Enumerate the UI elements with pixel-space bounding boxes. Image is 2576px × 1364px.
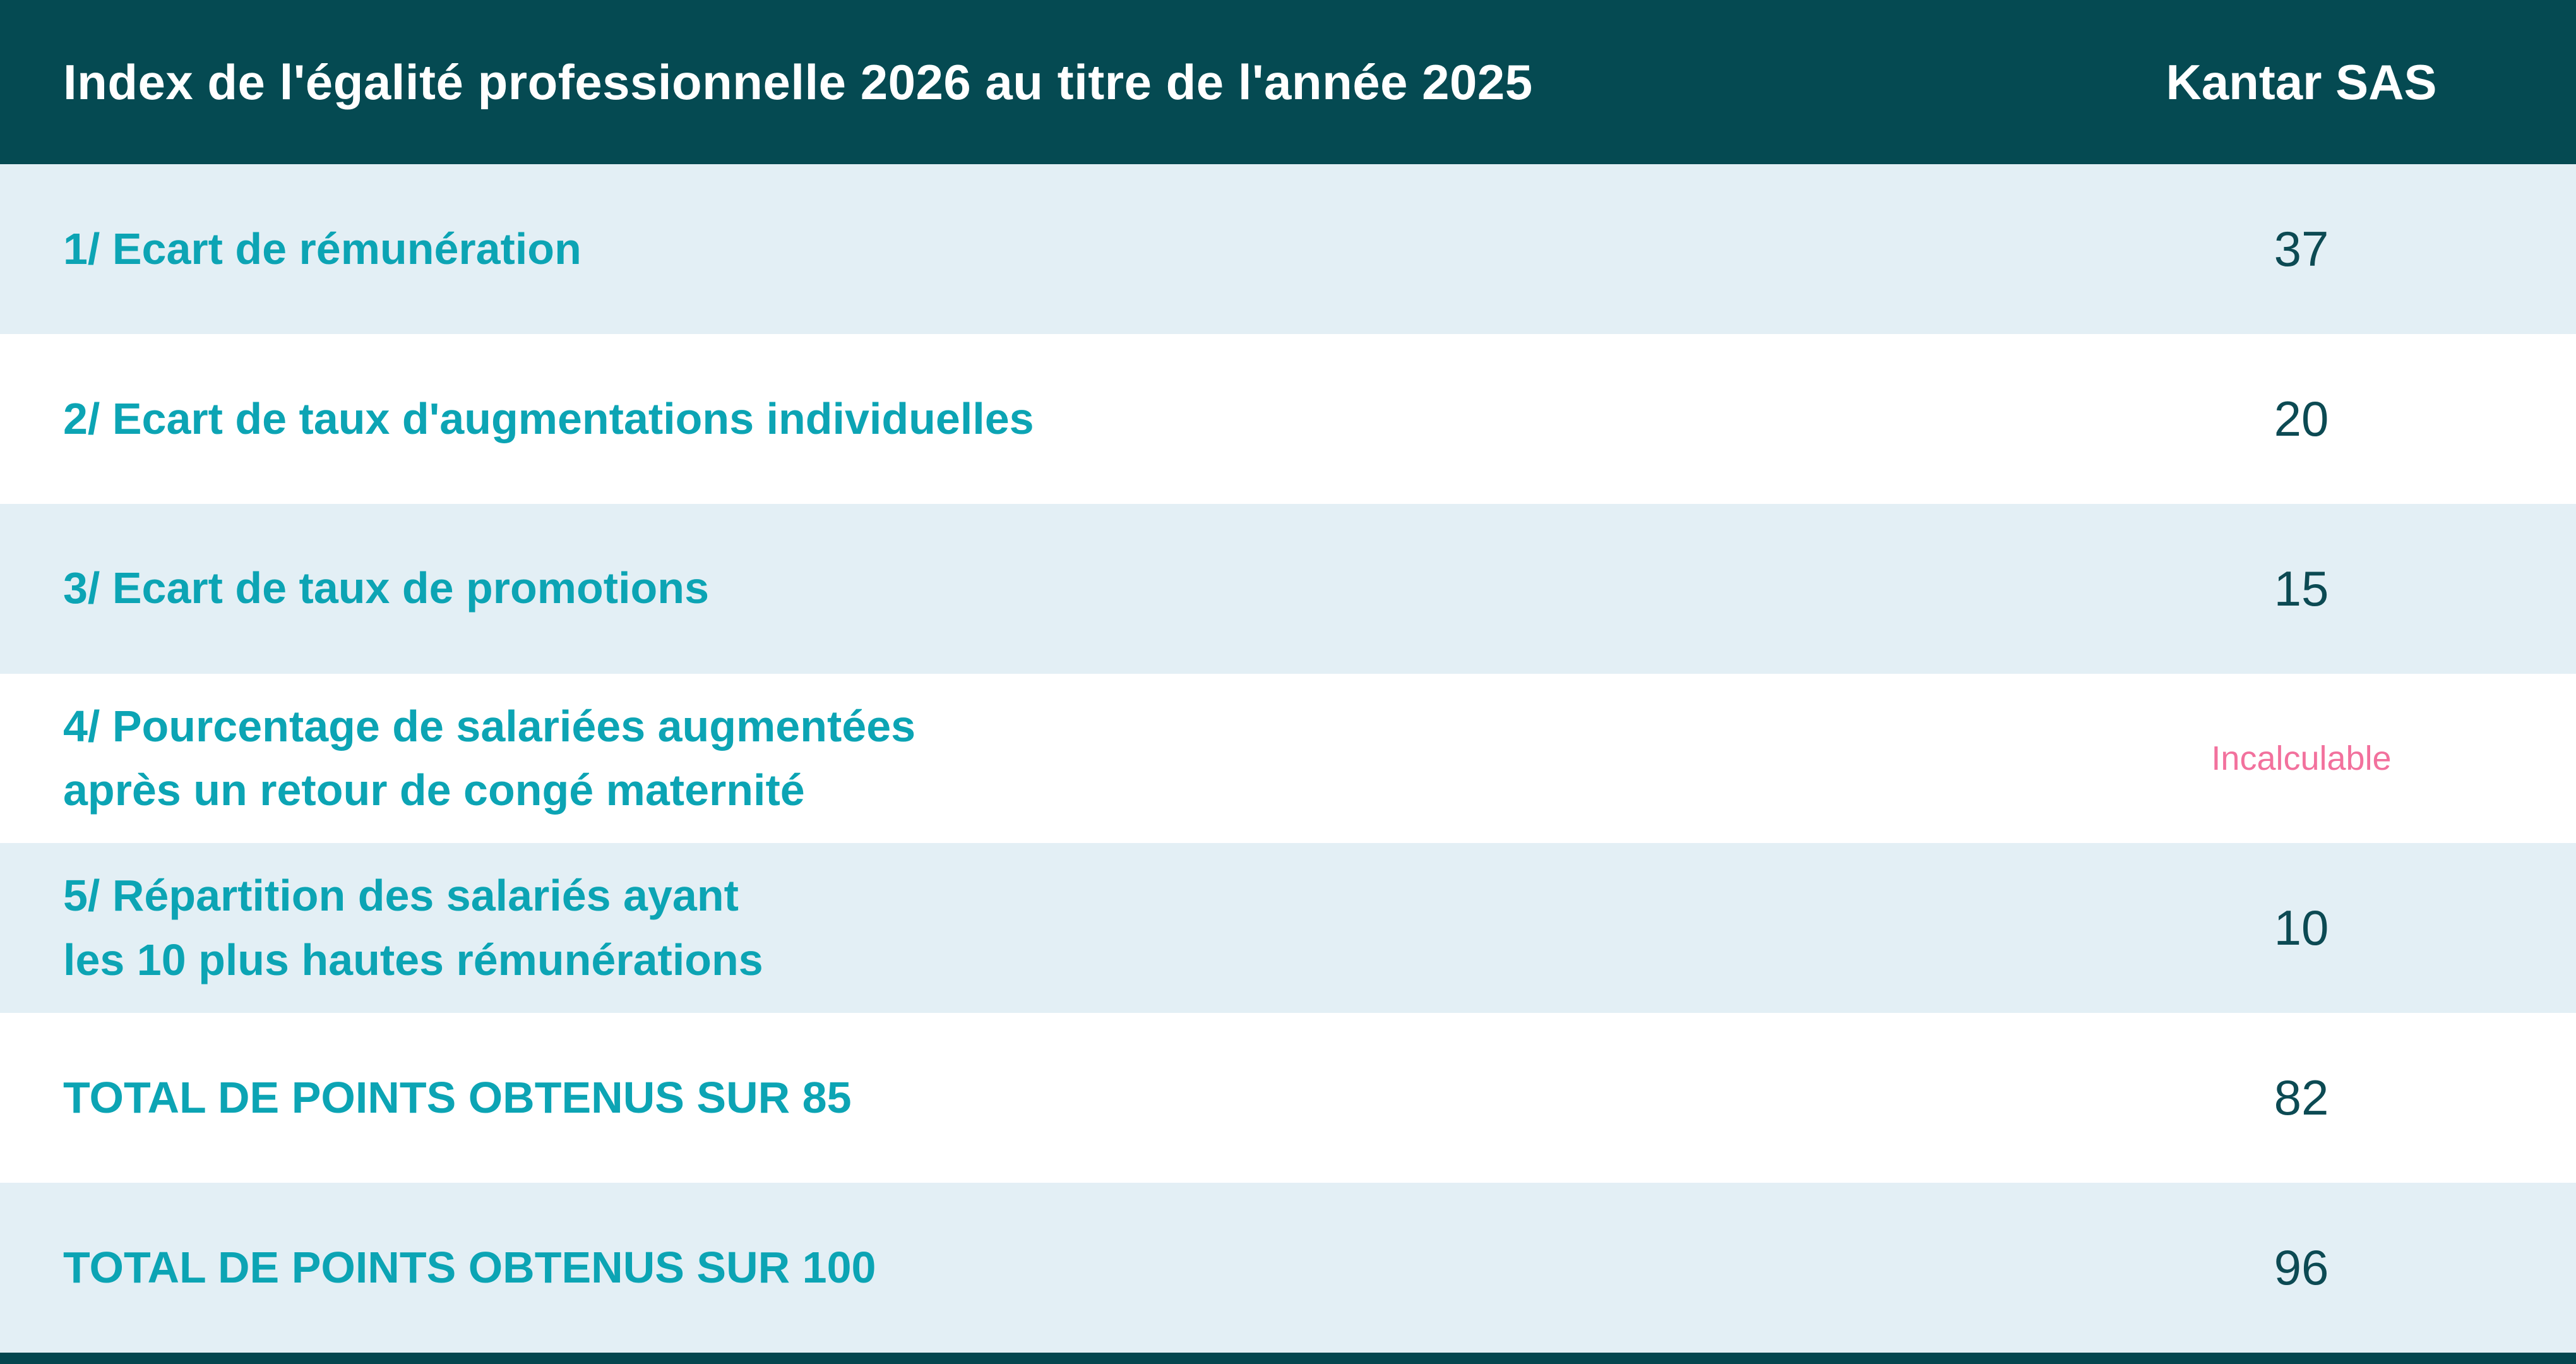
indicator-label: 4/ Pourcentage de salariées augmentées a…	[0, 695, 2027, 823]
indicator-label-line: 4/ Pourcentage de salariées augmentées	[63, 701, 916, 751]
table-row-total-85: TOTAL DE POINTS OBTENUS SUR 85 82	[0, 1013, 2576, 1183]
indicator-label-line: 3/ Ecart de taux de promotions	[63, 563, 709, 613]
total-label-line: TOTAL DE POINTS OBTENUS SUR 85	[63, 1072, 852, 1122]
indicator-label-line: 5/ Répartition des salariés ayant	[63, 871, 739, 921]
total-value: 96	[2274, 1240, 2329, 1296]
indicator-label-line: les 10 plus hautes rémunérations	[63, 935, 763, 984]
total-value: 82	[2274, 1070, 2329, 1126]
indicator-value: 10	[2274, 900, 2329, 956]
table-body: 1/ Ecart de rémunération 37 2/ Ecart de …	[0, 164, 2576, 1353]
indicator-value: 37	[2274, 220, 2329, 277]
bottom-accent-bar	[0, 1353, 2576, 1364]
total-label: TOTAL DE POINTS OBTENUS SUR 100	[0, 1236, 2027, 1300]
table-row-maternite: 4/ Pourcentage de salariées augmentées a…	[0, 673, 2576, 844]
indicator-label-line: 1/ Ecart de rémunération	[63, 224, 581, 273]
company-name-header: Kantar SAS	[2166, 54, 2437, 110]
total-label-line: TOTAL DE POINTS OBTENUS SUR 100	[63, 1242, 876, 1292]
indicator-value-incalculable: Incalculable	[2211, 739, 2392, 777]
table-row-total-100: TOTAL DE POINTS OBTENUS SUR 100 96	[0, 1183, 2576, 1353]
indicator-label: 1/ Ecart de rémunération	[0, 217, 2027, 282]
indicator-label: 2/ Ecart de taux d'augmentations individ…	[0, 387, 2027, 452]
table-header: Index de l'égalité professionnelle 2026 …	[0, 0, 2576, 164]
indicator-label: 5/ Répartition des salariés ayant les 10…	[0, 864, 2027, 992]
table-row-promotions: 3/ Ecart de taux de promotions 15	[0, 503, 2576, 674]
indicator-label-line: 2/ Ecart de taux d'augmentations individ…	[63, 393, 1034, 443]
total-label: TOTAL DE POINTS OBTENUS SUR 85	[0, 1066, 2027, 1130]
indicator-value: 15	[2274, 560, 2329, 616]
page-title: Index de l'égalité professionnelle 2026 …	[63, 54, 1533, 110]
table-row-remuneration: 1/ Ecart de rémunération 37	[0, 164, 2576, 334]
indicator-label: 3/ Ecart de taux de promotions	[0, 556, 2027, 621]
table-row-augmentations: 2/ Ecart de taux d'augmentations individ…	[0, 333, 2576, 504]
indicator-value: 20	[2274, 390, 2329, 446]
table-row-hautes-remunerations: 5/ Répartition des salariés ayant les 10…	[0, 843, 2576, 1014]
indicator-label-line: après un retour de congé maternité	[63, 765, 805, 815]
